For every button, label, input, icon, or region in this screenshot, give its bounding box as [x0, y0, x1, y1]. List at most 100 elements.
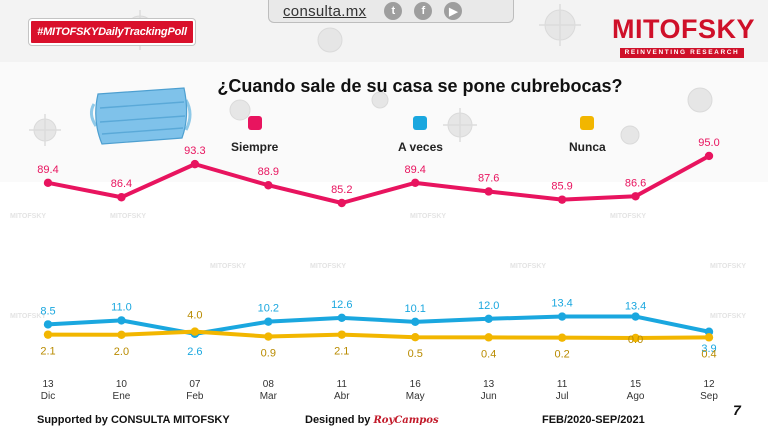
- legend-swatch-a-veces: [413, 116, 428, 130]
- x-tick-month: Ene: [113, 391, 131, 402]
- svg-text:MITOFSKY: MITOFSKY: [610, 213, 646, 220]
- designed-by-label: Designed by: [305, 414, 371, 426]
- legend-nunca: Nunca: [569, 116, 606, 154]
- x-tick-month: Sep: [700, 391, 718, 402]
- point-a-veces: [484, 314, 493, 323]
- data-label-a-veces: 11.0: [111, 301, 132, 313]
- svg-text:MITOFSKY: MITOFSKY: [510, 263, 546, 270]
- data-label-siempre: 87.6: [478, 172, 499, 184]
- x-tick-day: 12: [703, 379, 715, 390]
- point-nunca: [117, 330, 126, 339]
- series-line-a-veces: [47, 314, 710, 336]
- point-siempre: [43, 178, 53, 188]
- data-label-siempre: 88.9: [258, 166, 279, 178]
- page-number: 7: [733, 402, 741, 418]
- x-tick-day: 07: [189, 379, 201, 390]
- point-nunca: [264, 332, 273, 341]
- data-label-a-veces: 8.5: [40, 305, 55, 317]
- point-a-veces: [264, 317, 273, 326]
- data-label-a-veces: 13.4: [625, 301, 646, 313]
- youtube-icon[interactable]: ▶: [444, 2, 463, 20]
- logo-tagline: REINVENTING RESEARCH: [620, 48, 744, 58]
- social-links: t f ▶: [384, 2, 463, 20]
- point-siempre: [117, 193, 126, 202]
- series-line-siempre: [47, 154, 710, 205]
- point-nunca: [704, 333, 714, 342]
- data-label-siempre: 93.3: [184, 145, 205, 157]
- data-label-a-veces: 2.6: [187, 346, 202, 358]
- svg-text:MITOFSKY: MITOFSKY: [110, 213, 146, 220]
- x-tick-month: Abr: [334, 391, 350, 402]
- period: FEB/2020-SEP/2021: [542, 414, 645, 426]
- x-tick-day: 15: [630, 379, 642, 390]
- data-label-a-veces: 10.2: [258, 303, 279, 315]
- point-a-veces: [557, 312, 567, 321]
- svg-text:MITOFSKY: MITOFSKY: [710, 313, 746, 320]
- point-a-veces: [117, 316, 126, 325]
- svg-text:MITOFSKY: MITOFSKY: [10, 213, 46, 220]
- chart-title: ¿Cuando sale de su casa se pone cubreboc…: [217, 76, 623, 96]
- data-label-siempre: 85.2: [331, 184, 352, 196]
- site-link[interactable]: consulta.mx: [283, 2, 367, 20]
- point-nunca: [43, 330, 53, 339]
- supported-by: Supported by CONSULTA MITOFSKY: [37, 414, 230, 426]
- point-a-veces: [631, 312, 640, 321]
- point-siempre: [337, 198, 346, 208]
- svg-text:MITOFSKY: MITOFSKY: [310, 263, 346, 270]
- x-tick-month: May: [406, 391, 425, 402]
- series-line-nunca: [47, 329, 710, 340]
- designed-by: Designed by RoyCampos: [305, 414, 439, 426]
- data-label-nunca: 0.0: [628, 334, 643, 346]
- x-tick-day: 08: [263, 379, 275, 390]
- point-a-veces: [337, 313, 346, 323]
- x-tick-day: 13: [483, 379, 495, 390]
- point-siempre: [557, 195, 567, 204]
- x-tick-month: Jul: [556, 391, 569, 402]
- point-siempre: [484, 187, 493, 196]
- legend-siempre: Siempre: [231, 116, 278, 154]
- x-tick-day: 10: [116, 379, 128, 390]
- legend-swatch-siempre: [247, 116, 262, 130]
- data-label-a-veces: 12.0: [478, 300, 499, 312]
- point-a-veces: [43, 320, 53, 329]
- data-label-nunca: 2.1: [334, 346, 349, 358]
- data-label-nunca: 0.5: [408, 348, 423, 360]
- x-tick-month: Feb: [186, 391, 204, 402]
- x-tick-day: 16: [410, 379, 422, 390]
- svg-text:MITOFSKY: MITOFSKY: [10, 313, 46, 320]
- point-nunca: [631, 333, 640, 343]
- data-label-siempre: 86.4: [111, 178, 132, 190]
- logo-text: MITOFSKY: [612, 14, 756, 44]
- legend-label-nunca: Nunca: [569, 140, 606, 154]
- facebook-icon[interactable]: f: [414, 2, 433, 20]
- legend-label-siempre: Siempre: [231, 140, 279, 154]
- point-siempre: [631, 192, 640, 201]
- data-label-nunca: 0.9: [261, 348, 276, 360]
- data-label-nunca: 2.0: [114, 346, 129, 358]
- point-siempre: [704, 151, 714, 161]
- data-label-nunca: 0.4: [701, 348, 716, 360]
- data-label-siempre: 95.0: [698, 137, 719, 149]
- x-tick-day: 11: [557, 379, 568, 390]
- data-label-siempre: 85.9: [551, 181, 572, 193]
- point-nunca: [337, 330, 346, 339]
- x-tick-day: 11: [337, 379, 348, 390]
- twitter-icon[interactable]: t: [384, 2, 403, 20]
- x-tick-month: Ago: [627, 391, 645, 402]
- svg-text:MITOFSKY: MITOFSKY: [210, 263, 246, 270]
- data-label-siempre: 89.4: [37, 164, 58, 176]
- legend-swatch-nunca: [580, 116, 595, 130]
- x-tick-day: 13: [42, 379, 54, 390]
- svg-text:MITOFSKY: MITOFSKY: [710, 263, 746, 270]
- data-label-a-veces: 12.6: [331, 299, 352, 311]
- data-label-a-veces: 10.1: [405, 303, 426, 315]
- point-nunca: [411, 333, 420, 342]
- data-label-a-veces: 3.9: [701, 343, 716, 355]
- point-nunca: [557, 333, 567, 342]
- x-tick-month: Mar: [260, 391, 278, 402]
- top-bar: consulta.mx t f ▶: [268, 0, 514, 23]
- data-label-nunca: 2.1: [40, 346, 55, 358]
- point-nunca: [484, 333, 493, 342]
- point-nunca: [190, 327, 200, 336]
